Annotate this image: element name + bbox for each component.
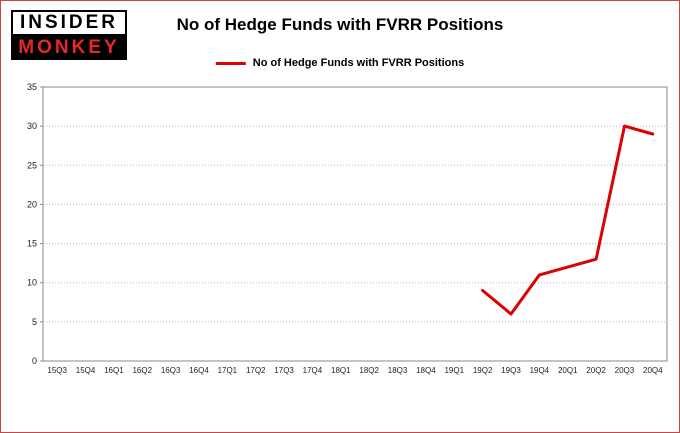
x-tick-label: 17Q3 (274, 366, 294, 375)
insider-monkey-logo: INSIDER MONKEY (11, 10, 127, 60)
x-tick-label: 19Q3 (501, 366, 521, 375)
y-tick-label: 20 (27, 199, 37, 209)
legend-label: No of Hedge Funds with FVRR Positions (252, 57, 465, 69)
x-tick-label: 17Q4 (303, 366, 323, 375)
x-tick-label: 15Q3 (47, 366, 67, 375)
y-tick-label: 15 (27, 239, 37, 249)
logo-insider-text: INSIDER (11, 10, 127, 36)
series-line (481, 124, 655, 316)
legend: No of Hedge Funds with FVRR Positions (215, 57, 465, 69)
x-tick-label: 18Q1 (331, 366, 351, 375)
x-tick-label: 18Q2 (359, 366, 379, 375)
y-tick-label: 10 (27, 278, 37, 288)
x-tick-label: 17Q2 (246, 366, 266, 375)
x-tick-label: 19Q4 (530, 366, 550, 375)
chart-title: No of Hedge Funds with FVRR Positions (176, 15, 504, 34)
logo-monkey-text: MONKEY (11, 36, 127, 60)
x-tick-label: 20Q2 (586, 366, 606, 375)
y-tick-label: 35 (27, 82, 37, 92)
x-tick-label: 18Q4 (416, 366, 436, 375)
x-tick-label: 15Q4 (76, 366, 96, 375)
x-tick-label: 20Q3 (615, 366, 635, 375)
x-tick-label: 16Q1 (104, 366, 124, 375)
legend-line-swatch (215, 61, 246, 65)
y-tick-label: 5 (32, 317, 37, 327)
x-tick-label: 16Q3 (161, 366, 181, 375)
x-tick-label: 19Q2 (473, 366, 493, 375)
y-tick-label: 25 (27, 160, 37, 170)
plot-border (42, 86, 668, 362)
x-tick-label: 19Q1 (444, 366, 464, 375)
x-tick-label: 18Q3 (388, 366, 408, 375)
y-tick-label: 30 (27, 121, 37, 131)
y-tick-label: 0 (32, 356, 37, 366)
x-tick-label: 17Q1 (218, 366, 238, 375)
x-tick-label: 20Q1 (558, 366, 578, 375)
x-tick-label: 16Q4 (189, 366, 209, 375)
x-tick-label: 16Q2 (132, 366, 152, 375)
x-tick-label: 20Q4 (643, 366, 663, 375)
line-chart: 0 5 10 15 20 25 30 35 15Q3 15Q4 16Q1 16Q2 16Q3 16Q4 17… (27, 82, 668, 375)
